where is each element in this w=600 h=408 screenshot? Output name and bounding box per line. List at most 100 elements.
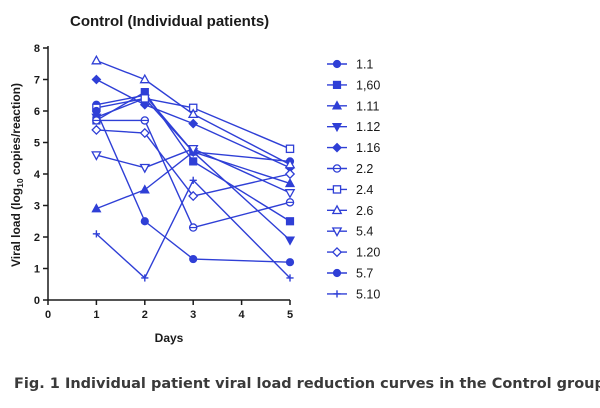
legend-label: 5.4: [356, 225, 373, 239]
data-point: [189, 176, 197, 184]
data-point: [285, 258, 295, 267]
legend-label: 1.11: [356, 99, 379, 113]
data-point: [285, 198, 295, 207]
data-point: [284, 236, 296, 246]
data-point: [187, 108, 199, 118]
series-line: [96, 119, 291, 229]
y-axis-title-main: Viral load (log: [9, 188, 23, 267]
data-point: [189, 254, 198, 264]
data-point: [188, 223, 198, 232]
series-line: [96, 97, 291, 241]
series-line: [95, 179, 291, 279]
legend-marker: [332, 268, 342, 278]
data-point: [285, 144, 295, 154]
y-tick-label: 4: [34, 169, 41, 181]
chart-legend: 1.1 1,60 1.11 1.12 1.16 2.2 2.4 2.6 5.4 1.20 5.7 5.…: [327, 58, 380, 301]
legend-marker: [332, 185, 342, 194]
legend-marker: [331, 227, 343, 237]
data-point: [187, 144, 199, 155]
y-tick-label: 3: [34, 201, 40, 213]
data-point: [92, 230, 100, 238]
data-point: [139, 163, 151, 174]
legend-label: 1.16: [356, 141, 380, 155]
x-tick-label: 4: [239, 309, 246, 321]
legend-label: 1.1: [356, 58, 373, 72]
legend-marker: [331, 100, 343, 110]
y-tick-label: 6: [34, 106, 40, 118]
x-tick-label: 3: [190, 309, 196, 321]
data-point: [140, 116, 150, 125]
data-point: [189, 157, 198, 166]
legend-marker: [331, 204, 343, 215]
x-tick-label: 5: [287, 309, 293, 321]
series-line: [96, 94, 291, 163]
series-2-6: [91, 54, 296, 169]
series-line: [96, 91, 291, 222]
data-point: [141, 274, 149, 282]
legend-entry: 5.10: [327, 287, 380, 301]
y-axis-title: Viral load (log10 copies/reaction): [9, 83, 25, 267]
data-point: [91, 124, 102, 136]
data-point: [91, 74, 102, 85]
data-point: [92, 106, 101, 116]
series-5-7: [92, 106, 295, 267]
legend-marker: [333, 290, 341, 298]
legend-entry: 5.7: [327, 267, 373, 281]
legend-label: 2.6: [356, 204, 373, 218]
data-point: [91, 151, 102, 161]
data-point: [140, 94, 150, 103]
series-2-2: [92, 116, 295, 232]
x-tick-label: 1: [93, 309, 99, 321]
data-point: [284, 178, 296, 188]
legend-entry: 2.4: [327, 183, 373, 197]
chart-axes: 0 1 2 3 4 5 6 7 8 0 1 2 3 4 5: [34, 43, 293, 321]
legend-entry: 1.12: [327, 120, 380, 134]
data-point: [139, 127, 150, 139]
legend-entry: 1.16: [327, 141, 380, 155]
series-layer: [91, 54, 296, 282]
data-point: [285, 217, 295, 226]
data-point: [91, 54, 102, 65]
y-tick-label: 7: [34, 75, 40, 87]
y-tick-label: 0: [34, 295, 40, 307]
legend-entry: 2.2: [327, 162, 373, 176]
figure-caption: Fig. 1 Individual patient viral load red…: [14, 376, 600, 392]
data-point: [140, 217, 149, 226]
y-tick-label: 5: [34, 138, 40, 150]
legend-marker: [332, 142, 342, 153]
legend-label: 2.4: [356, 183, 373, 197]
legend-entry: 1.20: [327, 246, 380, 260]
legend-marker: [332, 164, 342, 173]
y-axis-title-tail: copies/reaction): [9, 83, 23, 178]
x-tick-label: 0: [45, 309, 51, 321]
series-5-10: [92, 176, 294, 282]
series-line: [96, 59, 291, 166]
data-point: [286, 274, 294, 282]
data-point: [139, 73, 151, 84]
data-point: [284, 158, 296, 169]
legend-label: 1.20: [356, 246, 380, 260]
legend-entry: 1.1: [327, 58, 373, 72]
legend-entry: 1.11: [327, 99, 379, 113]
data-point: [188, 118, 199, 129]
legend-marker: [331, 123, 343, 133]
legend-label: 5.7: [356, 267, 373, 281]
legend-label: 1,60: [356, 78, 380, 92]
y-axis-title-subscript: 10: [15, 178, 25, 188]
legend-entry: 1,60: [327, 78, 380, 92]
data-point: [139, 184, 150, 194]
chart-title: Control (Individual patients): [70, 13, 269, 30]
x-tick-label: 2: [142, 309, 148, 321]
data-point: [284, 189, 296, 199]
data-point: [91, 203, 102, 213]
data-point: [188, 190, 199, 202]
legend-entry: 5.4: [327, 225, 373, 239]
series-line: [96, 148, 291, 194]
series-5-4: [91, 144, 296, 199]
series-line: [96, 129, 291, 197]
legend-label: 2.2: [356, 162, 373, 176]
series-line: [96, 151, 291, 210]
y-tick-label: 2: [34, 232, 40, 244]
legend-label: 1.12: [356, 120, 380, 134]
legend-entry: 2.6: [327, 204, 373, 218]
